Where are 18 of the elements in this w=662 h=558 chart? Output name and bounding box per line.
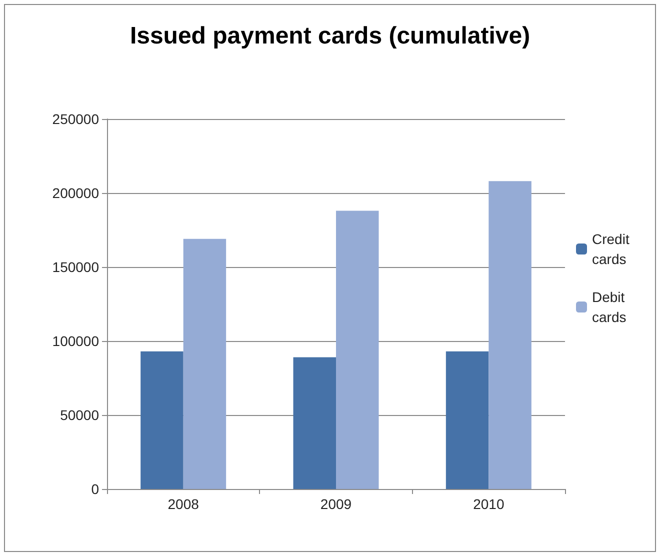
legend-label: Debit cards xyxy=(592,289,629,325)
bar xyxy=(336,210,379,489)
bar xyxy=(293,357,336,489)
bar xyxy=(183,238,226,489)
y-tick-label: 50000 xyxy=(60,407,100,423)
y-tick-label: 250000 xyxy=(52,111,100,127)
chart-title: Issued payment cards (cumulative) xyxy=(130,22,530,50)
y-tick-label: 100000 xyxy=(52,333,100,349)
y-tick-label: 200000 xyxy=(52,185,100,201)
x-tick-label: 2008 xyxy=(168,496,200,512)
bar xyxy=(140,351,184,489)
y-tick-label: 0 xyxy=(91,481,100,497)
y-tick-label: 150000 xyxy=(52,259,100,275)
bar xyxy=(488,181,532,489)
x-tick-label: 2010 xyxy=(473,496,504,512)
bar xyxy=(446,351,489,489)
x-tick-label: 2009 xyxy=(320,496,352,512)
legend-label: Credit cards xyxy=(592,231,634,267)
